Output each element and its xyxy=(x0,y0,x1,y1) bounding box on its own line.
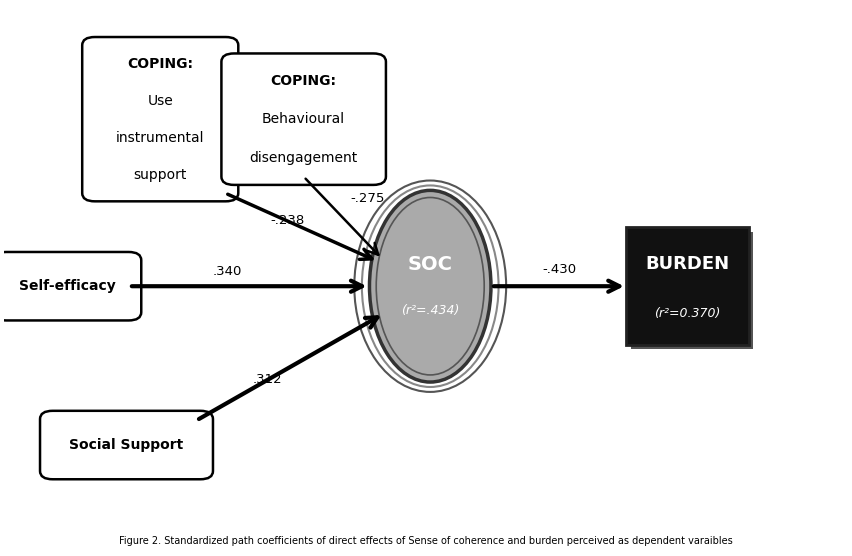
Text: SOC: SOC xyxy=(408,255,452,274)
FancyBboxPatch shape xyxy=(0,252,141,320)
Text: Self-efficacy: Self-efficacy xyxy=(19,279,116,293)
Text: instrumental: instrumental xyxy=(116,131,204,145)
Text: disengagement: disengagement xyxy=(250,151,358,165)
Ellipse shape xyxy=(370,190,491,382)
Text: -.430: -.430 xyxy=(542,264,576,276)
Text: .340: .340 xyxy=(213,265,243,278)
FancyBboxPatch shape xyxy=(82,37,239,201)
Text: -.275: -.275 xyxy=(350,192,384,205)
FancyBboxPatch shape xyxy=(222,53,386,185)
Text: (r²=0.370): (r²=0.370) xyxy=(654,307,721,320)
FancyBboxPatch shape xyxy=(40,411,213,479)
Text: BURDEN: BURDEN xyxy=(646,255,729,274)
Text: Social Support: Social Support xyxy=(69,438,184,452)
Text: COPING:: COPING: xyxy=(127,57,193,71)
FancyBboxPatch shape xyxy=(626,227,749,345)
Text: Use: Use xyxy=(147,94,173,108)
Text: (r²=.434): (r²=.434) xyxy=(401,304,459,317)
Text: support: support xyxy=(134,167,187,182)
Text: .312: .312 xyxy=(253,373,283,386)
Ellipse shape xyxy=(370,190,491,382)
Text: COPING:: COPING: xyxy=(271,74,337,88)
FancyBboxPatch shape xyxy=(630,232,753,350)
Text: -.238: -.238 xyxy=(270,214,304,227)
Text: Figure 2. Standardized path coefficients of direct effects of Sense of coherence: Figure 2. Standardized path coefficients… xyxy=(119,537,733,547)
Text: Behavioural: Behavioural xyxy=(262,112,345,126)
